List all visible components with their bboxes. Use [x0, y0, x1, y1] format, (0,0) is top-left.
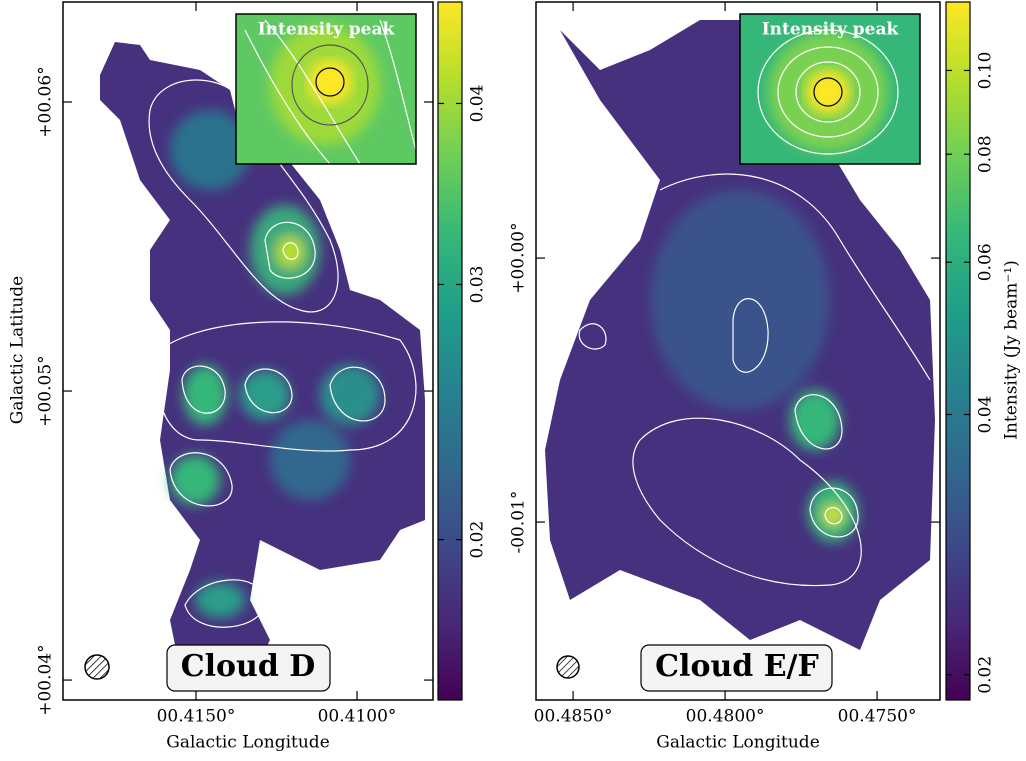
- colorbar-tick-label: 0.06: [976, 243, 996, 281]
- colorbar-tick-label: 0.04: [976, 396, 996, 434]
- colorbar: [945, 1, 971, 701]
- beam: [84, 654, 110, 680]
- y-tick-label: +00.00°: [509, 222, 529, 293]
- cloud-label: Cloud D: [181, 649, 316, 684]
- x-tick-label: 00.4150°: [157, 707, 236, 727]
- colorbar-tick-label: 0.10: [976, 52, 996, 90]
- inset-title: Intensity peak: [258, 20, 396, 40]
- label-box: [166, 644, 331, 692]
- x-tick-label: 00.4850°: [534, 707, 613, 727]
- y-tick-label: +00.06°: [36, 66, 56, 137]
- y-tick-label: +00.04°: [36, 644, 56, 715]
- cloud-label: Cloud E/F: [655, 649, 819, 684]
- colorbar: [437, 1, 463, 701]
- y-tick-label: +00.05°: [36, 355, 56, 426]
- x-tick-label: 00.4800°: [686, 707, 765, 727]
- frame: [62, 1, 434, 701]
- inset-title: Intensity peak: [762, 20, 900, 40]
- x-tick-label: 00.4100°: [318, 707, 397, 727]
- map-d: [100, 42, 425, 680]
- colorbar-tick-label: 0.02: [976, 656, 996, 694]
- y-tick-label: -00.01°: [509, 491, 529, 554]
- colorbar-tick-label: 0.08: [976, 135, 996, 173]
- colorbar-tick-label: 0.03: [468, 266, 488, 304]
- inset-ef: [739, 13, 921, 165]
- colorbar-tick-label: 0.04: [468, 85, 488, 123]
- colorbar-label: Intensity (Jy beam⁻¹): [1002, 260, 1022, 440]
- x-axis-label: Galactic Longitude: [166, 733, 330, 753]
- y-axis-label: Galactic Latitude: [8, 276, 28, 424]
- map-ef: [545, 20, 935, 650]
- frame: [535, 1, 941, 701]
- beam: [556, 655, 580, 679]
- inset-d: [235, 13, 417, 165]
- x-tick-label: 00.4750°: [838, 707, 917, 727]
- label-box: [640, 644, 833, 692]
- x-axis-label: Galactic Longitude: [656, 733, 820, 753]
- colorbar-tick-label: 0.02: [468, 521, 488, 559]
